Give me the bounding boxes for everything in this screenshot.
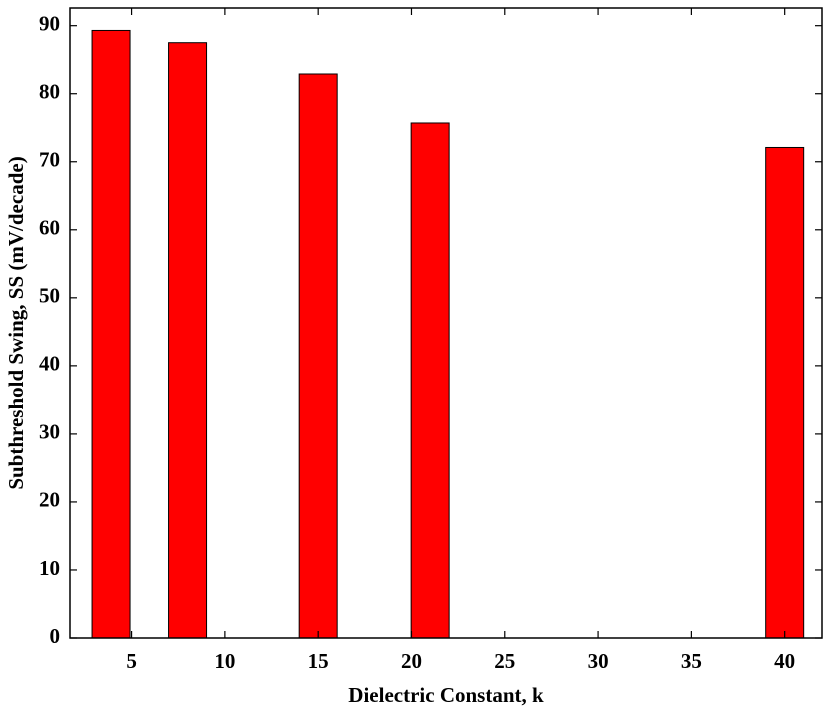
x-tick-label: 30: [588, 649, 609, 673]
bar: [298, 73, 338, 639]
x-axis-label: Dielectric Constant, k: [348, 683, 544, 707]
x-tick-label: 35: [681, 649, 702, 673]
y-tick-label: 80: [39, 80, 60, 104]
x-tick-label: 40: [774, 649, 795, 673]
x-tick-label: 5: [126, 649, 137, 673]
y-tick-label: 70: [39, 148, 60, 172]
bar: [91, 29, 131, 639]
y-axis-label: Subthreshold Swing, SS (mV/decade): [4, 156, 28, 489]
y-tick-label: 30: [39, 420, 60, 444]
x-tick-label: 15: [308, 649, 329, 673]
y-tick-label: 90: [39, 12, 60, 36]
x-tick-label: 20: [401, 649, 422, 673]
y-tick-label: 40: [39, 352, 60, 376]
y-tick-label: 0: [50, 624, 61, 648]
bar: [410, 122, 450, 639]
y-tick-label: 10: [39, 556, 60, 580]
bar: [765, 146, 805, 639]
plot-frame: [69, 7, 823, 639]
y-tick-label: 20: [39, 488, 60, 512]
y-tick-label: 60: [39, 216, 60, 240]
x-tick-label: 10: [214, 649, 235, 673]
x-tick-label: 25: [494, 649, 515, 673]
bar: [168, 42, 208, 639]
y-tick-label: 50: [39, 284, 60, 308]
